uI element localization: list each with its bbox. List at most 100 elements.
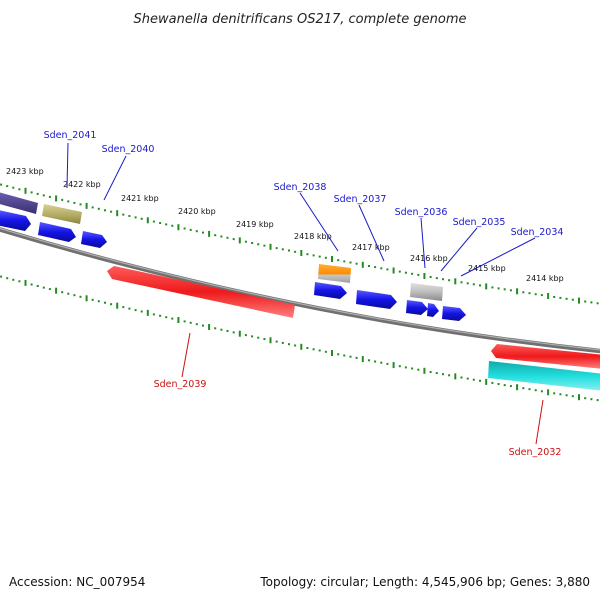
gene-blue-left-1[interactable]	[0, 210, 31, 231]
scale-tick-lower-major	[55, 287, 58, 294]
scale-tick-lower-minor	[251, 335, 254, 338]
scale-tick-lower-minor	[183, 320, 186, 323]
scale-tick-upper-minor	[202, 231, 204, 234]
gene-sden-2036[interactable]	[410, 283, 443, 301]
scale-tick-lower-minor	[226, 330, 229, 332]
scale-tick-lower-minor	[318, 349, 321, 352]
scale-tick-upper-minor	[337, 259, 340, 262]
scale-tick-upper-minor	[42, 194, 45, 197]
scale-tick-upper-minor	[584, 300, 587, 303]
scale-tick-upper-minor	[226, 236, 229, 239]
scale-tick-lower-minor	[497, 383, 500, 385]
scale-tick-lower-minor	[110, 303, 113, 306]
scale-tick-lower-minor	[152, 313, 155, 316]
scale-tick-lower-minor	[528, 388, 531, 391]
scale-tick-lower-minor	[73, 294, 76, 297]
scale-tick-upper-minor	[596, 302, 599, 305]
scale-tick-lower-minor	[165, 316, 168, 319]
scale-labels: 2423 kbp 2422 kbp 2421 kbp 2420 kbp 2419…	[6, 167, 564, 283]
gene-blue-left-3[interactable]	[81, 231, 107, 248]
scale-tick-lower-minor	[257, 336, 260, 339]
scale-tick-lower-minor	[522, 387, 525, 390]
gene-sden-2034[interactable]	[442, 306, 466, 321]
scale-tick-lower-minor	[503, 384, 506, 387]
scale-tick-lower-major	[116, 302, 119, 309]
scale-tick-lower-minor	[540, 390, 543, 393]
scale-tick-upper-minor	[312, 254, 315, 257]
gene-red-right[interactable]	[491, 344, 600, 369]
scale-tick-lower-major	[331, 350, 333, 356]
scale-tick-lower-minor	[472, 378, 475, 381]
gene-blue-left-2[interactable]	[38, 222, 76, 242]
scale-tick-upper-minor	[159, 222, 162, 224]
scale-tick-upper-minor	[386, 268, 389, 271]
scale-tick-upper-minor	[398, 270, 401, 273]
scale-tick-upper-minor	[460, 281, 463, 284]
scale-tick-upper-minor	[171, 224, 174, 227]
scale-tick-upper-major	[547, 293, 550, 299]
label-sden-2039: Sden_2039	[154, 379, 207, 390]
scale-tick-lower-major	[361, 356, 364, 363]
scale-tick-lower-minor	[306, 347, 309, 349]
scale-tick-lower-major	[238, 330, 241, 337]
scale-tick-upper-minor	[257, 243, 260, 246]
scale-tick-upper-minor	[128, 215, 131, 217]
scale-tick-upper-minor	[122, 213, 125, 216]
scale-tick-upper-minor	[509, 289, 512, 292]
scale-tick-lower-major	[547, 389, 550, 396]
label-sden-2032: Sden_2032	[509, 447, 562, 458]
scale-tick-upper-minor	[528, 292, 531, 295]
scale-tick-upper-minor	[0, 183, 3, 186]
scale-tick-upper-minor	[97, 207, 100, 210]
scale-label-2421: 2421 kbp	[121, 194, 159, 203]
scale-tick-upper-minor	[324, 256, 327, 259]
scale-tick-lower-minor	[312, 348, 315, 351]
scale-tick-lower-minor	[386, 362, 389, 365]
scale-tick-upper-major	[361, 261, 364, 268]
scale-tick-upper-major	[24, 187, 27, 194]
scale-tick-lower-minor	[140, 310, 143, 313]
scale-tick-upper-minor	[522, 291, 525, 294]
scale-tick-lower-minor	[355, 356, 358, 359]
label-sden-2038: Sden_2038	[274, 182, 327, 193]
scale-tick-lower-minor	[12, 278, 15, 281]
scale-tick-upper-minor	[18, 188, 21, 191]
scale-tick-lower-minor	[42, 286, 45, 289]
scale-tick-upper-minor	[61, 198, 64, 201]
scale-tick-lower-minor	[97, 300, 100, 303]
scale-tick-lower-minor	[91, 298, 94, 301]
gene-sden-2038[interactable]	[318, 264, 351, 283]
scale-tick-lower-major	[392, 362, 395, 369]
scale-tick-lower-major	[85, 295, 88, 302]
scale-tick-upper-minor	[263, 244, 266, 247]
scale-tick-lower-minor	[324, 350, 327, 353]
gene-sden-2039[interactable]	[107, 266, 295, 318]
gene-sden-2035[interactable]	[406, 300, 428, 315]
genome-summary: Topology: circular; Length: 4,545,906 bp…	[259, 575, 590, 589]
gene-sden-2040[interactable]	[42, 204, 82, 224]
gene-sden-2032[interactable]	[488, 361, 600, 391]
gene-blue-mid-1[interactable]	[314, 282, 347, 299]
scale-tick-lower-minor	[380, 361, 383, 364]
scale-tick-upper-major	[269, 243, 272, 250]
scale-tick-upper-minor	[559, 296, 562, 299]
map-title: Shewanella denitrificans OS217, complete…	[134, 12, 467, 27]
label-sden-2035: Sden_2035	[453, 217, 506, 228]
scale-tick-lower-minor	[411, 367, 414, 370]
gene-sden-2037[interactable]	[356, 290, 397, 309]
scale-tick-upper-minor	[306, 253, 309, 256]
scale-tick-lower-minor	[596, 399, 599, 402]
scale-tick-upper-minor	[12, 186, 15, 189]
scale-tick-upper-minor	[67, 200, 70, 203]
scale-tick-lower-minor	[263, 338, 266, 340]
scale-tick-upper-minor	[232, 238, 235, 241]
scale-tick-lower-minor	[343, 354, 346, 357]
scale-tick-lower-minor	[134, 309, 137, 312]
scale-tick-upper-minor	[497, 287, 500, 290]
scale-tick-lower-minor	[429, 371, 432, 373]
gene-blue-mid-2[interactable]	[427, 303, 439, 317]
scale-label-2422: 2422 kbp	[63, 180, 101, 189]
gene-sden-2041[interactable]	[0, 192, 38, 214]
scale-tick-lower-minor	[275, 340, 278, 343]
scale-tick-upper-minor	[214, 234, 217, 237]
